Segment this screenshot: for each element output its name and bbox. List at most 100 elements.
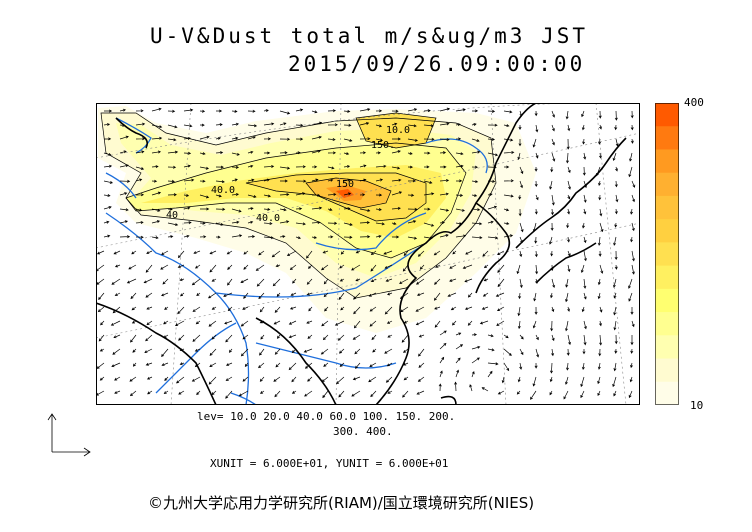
wind-arrow <box>423 236 433 240</box>
colorbar-swatch <box>655 381 679 405</box>
wind-arrow <box>518 292 522 300</box>
wind-arrow <box>464 306 473 311</box>
wind-arrow <box>131 320 137 324</box>
wind-arrow <box>599 264 604 274</box>
wind-arrow <box>580 264 585 273</box>
wind-arrow <box>471 357 480 364</box>
wind-arrow <box>599 222 604 233</box>
wind-arrow <box>391 178 402 182</box>
wind-arrow <box>612 152 617 161</box>
wind-arrow <box>503 179 514 183</box>
wind-arrow <box>532 376 537 387</box>
colorbar-swatch <box>655 195 679 220</box>
wind-arrow <box>487 137 496 141</box>
wind-arrow <box>535 278 539 284</box>
wind-arrow <box>113 334 121 339</box>
wind-arrow <box>614 222 618 228</box>
wind-arrow <box>119 135 129 140</box>
wind-arrow <box>415 320 425 326</box>
wind-arrow <box>289 306 297 310</box>
wind-arrow <box>183 124 193 128</box>
wind-arrow <box>130 334 137 343</box>
wind-arrow <box>519 250 523 258</box>
wind-arrow <box>103 152 112 156</box>
wind-arrow <box>598 152 602 159</box>
wind-arrow <box>614 208 618 215</box>
wind-arrow <box>613 390 617 397</box>
wind-arrow <box>279 235 286 238</box>
wind-arrow <box>231 192 240 196</box>
wind-arrow <box>119 192 128 196</box>
wind-arrow <box>391 122 398 126</box>
wind-arrow <box>324 306 329 312</box>
wind-arrow <box>497 278 505 288</box>
wind-arrow <box>320 264 329 271</box>
wind-arrow <box>145 292 153 298</box>
wind-arrow <box>274 348 281 355</box>
wind-arrow <box>311 206 323 210</box>
wind-arrow <box>535 348 540 358</box>
wind-arrow <box>534 110 538 117</box>
wind-arrow <box>98 334 105 342</box>
wind-arrow <box>615 138 619 147</box>
wind-arrow <box>215 136 222 140</box>
wind-arrow <box>598 348 602 357</box>
wind-arrow <box>167 193 177 197</box>
wind-arrow <box>114 376 121 381</box>
wind-arrow <box>161 292 169 297</box>
wind-arrow <box>231 109 238 113</box>
colorbar <box>655 103 679 405</box>
wind-arrow <box>597 292 601 300</box>
wind-arrow <box>359 178 367 182</box>
wind-arrow <box>179 348 185 352</box>
wind-arrow <box>295 123 304 127</box>
wind-arrow <box>151 150 161 154</box>
wind-arrow <box>583 278 587 289</box>
wind-arrow <box>403 250 409 257</box>
wind-arrow <box>551 152 556 162</box>
wind-arrow <box>423 124 434 128</box>
wind-arrow <box>614 180 618 188</box>
wind-arrow <box>383 250 393 255</box>
colorbar-swatch <box>655 312 679 336</box>
wind-arrow <box>369 320 377 327</box>
wind-arrow <box>191 376 201 382</box>
wind-arrow <box>519 334 524 340</box>
wind-arrow <box>535 334 539 341</box>
wind-arrow <box>375 193 383 197</box>
wind-arrow <box>487 334 494 338</box>
wind-arrow <box>580 390 585 399</box>
wind-arrow <box>455 152 464 156</box>
wind-arrow <box>566 222 570 229</box>
wind-arrow <box>384 264 393 269</box>
wind-arrow <box>549 376 553 383</box>
wind-arrow <box>327 235 334 239</box>
wind-arrow <box>599 124 602 130</box>
wind-arrow <box>183 136 191 140</box>
wind-arrow <box>243 292 249 299</box>
wind-arrow <box>565 292 569 303</box>
wind-arrow <box>471 123 477 126</box>
wind-arrow <box>386 362 393 367</box>
wind-arrow <box>464 278 473 283</box>
wind-arrow <box>311 178 319 182</box>
wind-arrow <box>551 110 555 118</box>
wind-arrow <box>279 208 287 212</box>
wind-arrow <box>96 250 105 255</box>
wind-arrow <box>439 342 447 350</box>
wind-arrow <box>487 165 497 169</box>
wind-arrow <box>439 165 447 169</box>
wind-arrow <box>273 376 281 382</box>
wind-arrow <box>163 390 169 395</box>
wind-arrow <box>615 194 619 203</box>
wind-arrow <box>273 320 281 325</box>
wind-arrow <box>279 137 291 141</box>
wind-arrow <box>99 376 105 381</box>
wind-arrow <box>438 383 442 392</box>
wind-arrow <box>151 208 161 212</box>
wind-arrow <box>519 180 523 189</box>
wind-arrow <box>183 206 191 210</box>
wind-arrow <box>583 250 587 262</box>
wind-arrow <box>322 334 329 341</box>
wind-arrow <box>549 390 553 396</box>
